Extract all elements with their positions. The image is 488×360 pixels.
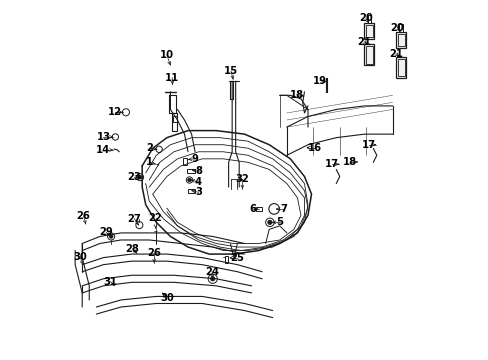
Circle shape: [138, 175, 142, 179]
Text: 18: 18: [289, 90, 303, 100]
Text: 16: 16: [307, 143, 322, 153]
Text: 26: 26: [77, 211, 90, 221]
Text: 7: 7: [280, 204, 287, 214]
Text: 28: 28: [125, 244, 139, 254]
Text: 11: 11: [165, 73, 179, 83]
Text: 21: 21: [388, 49, 403, 59]
Text: 26: 26: [147, 248, 161, 258]
Text: 20: 20: [390, 23, 404, 33]
Bar: [224, 256, 228, 263]
Bar: [365, 25, 372, 37]
Text: 29: 29: [99, 227, 113, 237]
Bar: [395, 57, 405, 78]
Bar: [364, 44, 374, 66]
Text: 5: 5: [276, 217, 283, 227]
Text: 2: 2: [146, 143, 153, 153]
Text: 25: 25: [229, 253, 243, 262]
Bar: [255, 207, 262, 211]
Text: 30: 30: [73, 252, 87, 262]
Text: 10: 10: [160, 50, 174, 60]
Bar: [397, 59, 404, 76]
Text: 1: 1: [145, 157, 152, 167]
Text: 21: 21: [357, 37, 371, 47]
Bar: [365, 46, 372, 64]
Circle shape: [109, 235, 113, 238]
Text: 31: 31: [103, 276, 117, 287]
Text: 19: 19: [312, 76, 326, 86]
Text: 12: 12: [107, 107, 122, 117]
Text: 20: 20: [358, 13, 372, 23]
Text: 17: 17: [325, 159, 338, 169]
Text: 8: 8: [195, 166, 203, 176]
Circle shape: [187, 178, 191, 182]
Text: 27: 27: [127, 214, 141, 224]
Circle shape: [210, 277, 214, 281]
Text: 22: 22: [148, 213, 162, 223]
Text: 23: 23: [126, 172, 141, 182]
Text: 6: 6: [249, 204, 256, 214]
Bar: [187, 170, 195, 173]
Text: 15: 15: [224, 66, 238, 76]
Text: 14: 14: [96, 145, 110, 155]
Bar: [397, 34, 404, 46]
Text: 13: 13: [96, 132, 110, 142]
Text: 17: 17: [361, 140, 375, 150]
Bar: [188, 189, 195, 193]
Text: 9: 9: [191, 154, 198, 164]
Bar: [172, 116, 176, 122]
Circle shape: [267, 220, 271, 224]
Bar: [395, 32, 405, 48]
Bar: [364, 23, 374, 39]
Text: 30: 30: [160, 293, 173, 303]
Text: 24: 24: [204, 267, 219, 277]
Text: 18: 18: [343, 157, 357, 167]
Bar: [183, 158, 186, 165]
Text: 32: 32: [235, 174, 249, 184]
Text: 4: 4: [194, 177, 201, 187]
Text: 3: 3: [195, 187, 202, 197]
